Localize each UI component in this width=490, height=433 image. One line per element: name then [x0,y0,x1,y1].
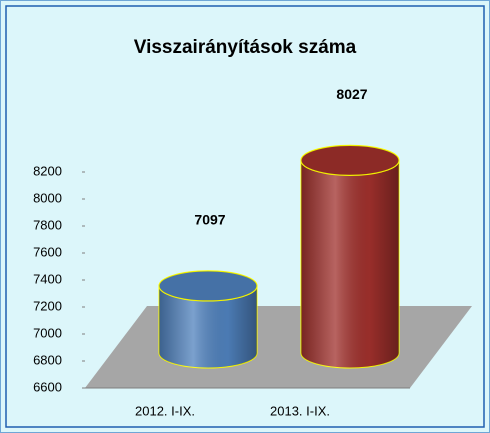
y-tick-label: 6800 [33,352,62,367]
y-tick-label: 7800 [33,217,62,232]
y-tick-label: 7600 [33,244,62,259]
cylinder-top-shade [301,145,399,176]
cylinder-top [158,270,258,302]
floor [85,306,472,388]
y-tick-label: 8200 [33,163,62,178]
y-tick-label: 8000 [33,190,62,205]
x-tick-label: 2013. I-IX. [270,403,330,418]
cylinder-top [300,144,400,176]
cylinder-shade [301,160,399,368]
y-tick-label: 7000 [33,325,62,340]
cylinder-top-shade [159,270,257,301]
data-label: 7097 [194,212,225,228]
chart-title: Visszairányítások száma [134,37,357,58]
x-tick-label: 2012. I-IX. [135,403,195,418]
y-tick-label: 7200 [33,298,62,313]
y-tick-label: 7400 [33,271,62,286]
y-tick-label: 6600 [33,379,62,394]
data-label: 8027 [336,86,367,102]
cylinder-shade [159,285,257,368]
